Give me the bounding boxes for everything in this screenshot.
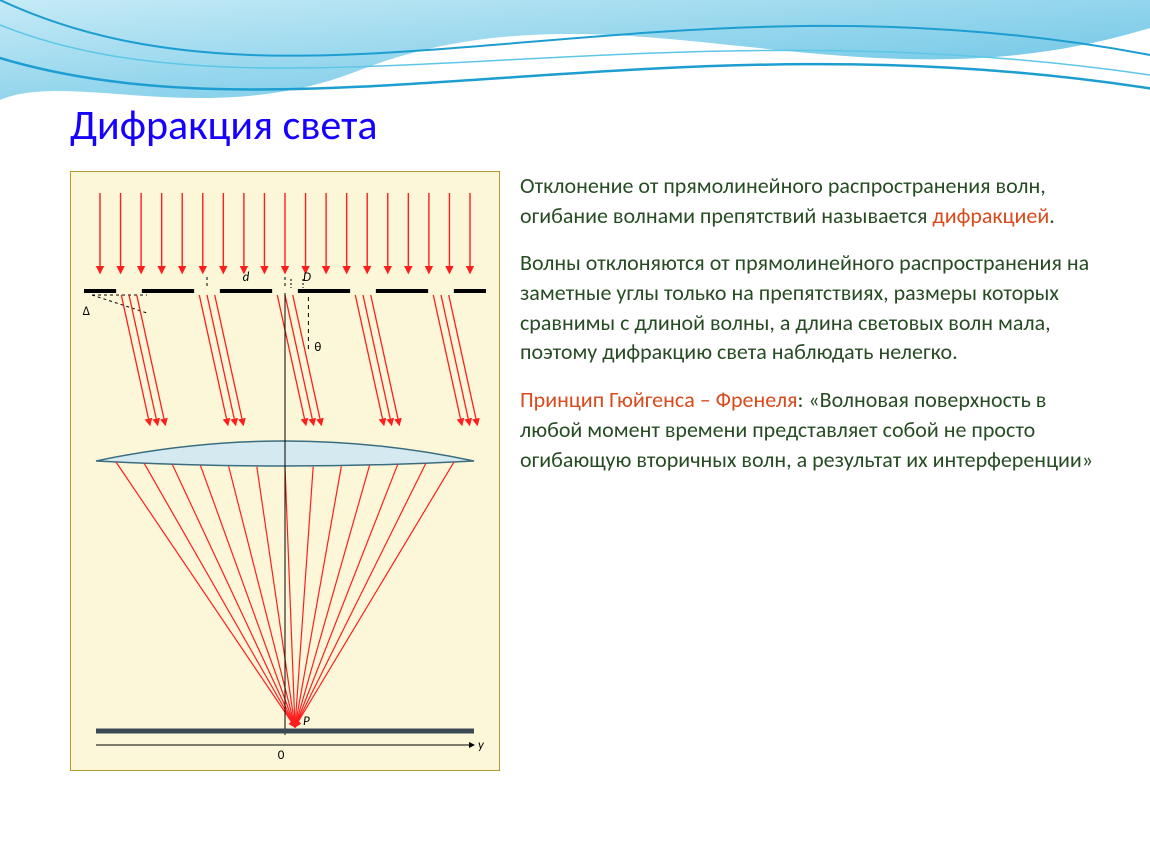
paragraph-1: Отклонение от прямолинейного распростран… xyxy=(520,171,1110,230)
diagram-container: dDΔθy0P xyxy=(70,171,500,776)
p3-keyword: Принцип Гюйгенса – Френеля xyxy=(520,386,797,413)
svg-text:d: d xyxy=(243,270,250,285)
paragraph-3: Принцип Гюйгенса – Френеля: «Волновая по… xyxy=(520,385,1110,474)
slide-title: Дифракция света xyxy=(70,100,1110,151)
slide: Дифракция света dDΔθy0P Отклонение от пр… xyxy=(0,0,1150,864)
p1-text-b: . xyxy=(1049,202,1055,229)
p1-keyword: дифракцией xyxy=(932,202,1049,229)
content: Дифракция света dDΔθy0P Отклонение от пр… xyxy=(70,100,1110,834)
svg-text:0: 0 xyxy=(278,748,285,763)
svg-text:P: P xyxy=(303,714,310,729)
body-row: dDΔθy0P Отклонение от прямолинейного рас… xyxy=(70,171,1110,776)
svg-text:θ: θ xyxy=(314,340,321,355)
paragraph-2: Волны отклоняются от прямолинейного расп… xyxy=(520,248,1110,367)
svg-text:Δ: Δ xyxy=(83,304,90,319)
text-column: Отклонение от прямолинейного распростран… xyxy=(520,171,1110,776)
svg-text:D: D xyxy=(303,270,311,285)
diffraction-diagram: dDΔθy0P xyxy=(70,171,500,771)
